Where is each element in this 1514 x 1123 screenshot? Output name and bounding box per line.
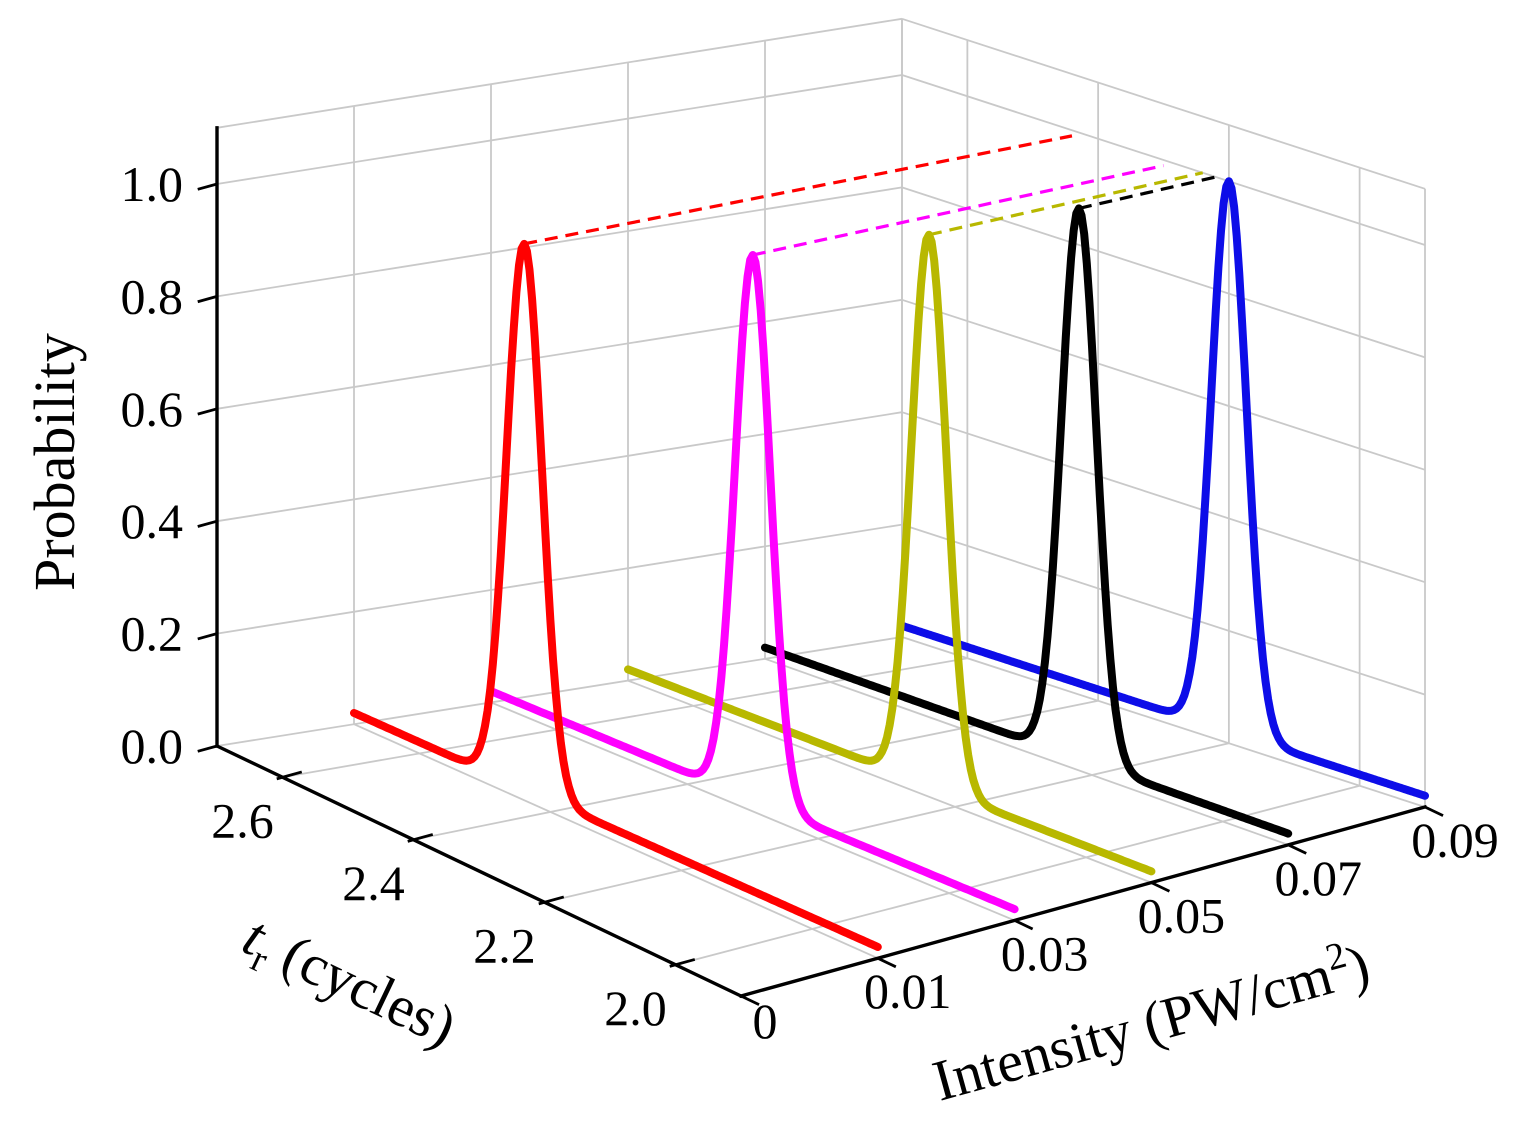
peak-guide-dashes <box>523 134 1217 257</box>
guide-dash-intensity-0.01 <box>523 134 1073 246</box>
grid-right-wall <box>901 40 1426 786</box>
t-tick-label-2.6: 2.6 <box>211 792 274 848</box>
axis-labels: Probability tr (cycles) Intensity (PW/cm2) <box>22 333 1376 1113</box>
z-tick-label-0.2: 0.2 <box>121 606 184 662</box>
tick-labels: 0.0 0.2 0.4 0.6 0.8 1.0 2.6 2.4 2.2 2.0 0 0.01 0.03 0… <box>121 156 1499 1049</box>
curves <box>350 177 1429 951</box>
z-tick-label-0.6: 0.6 <box>121 381 184 437</box>
intensity-tick-label-0: 0 <box>753 993 778 1049</box>
axis-label-probability: Probability <box>22 333 87 591</box>
curve-intensity-0.01 <box>350 239 882 951</box>
z-tick-label-0.0: 0.0 <box>121 718 184 774</box>
guide-dash-intensity-0.03 <box>752 164 1164 257</box>
curve-intensity-0.09 <box>898 177 1429 800</box>
intensity-tick-label-0.07: 0.07 <box>1274 850 1362 906</box>
curve-intensity-0.03 <box>487 251 1019 914</box>
intensity-tick-label-0.09: 0.09 <box>1411 812 1499 868</box>
z-tick-label-0.4: 0.4 <box>121 493 184 549</box>
grid-left-wall <box>216 18 903 725</box>
z-tick-label-0.8: 0.8 <box>121 268 184 324</box>
tick-marks <box>197 182 1444 1006</box>
guide-dash-intensity-0.07 <box>1078 175 1217 210</box>
t-tick-label-2.4: 2.4 <box>342 855 405 911</box>
intensity-tick-label-0.05: 0.05 <box>1138 888 1226 944</box>
intensity-tick-label-0.01: 0.01 <box>864 963 952 1019</box>
z-tick-label-1.0: 1.0 <box>121 156 184 212</box>
t-tick-label-2.2: 2.2 <box>473 917 536 973</box>
intensity-tick-label-0.03: 0.03 <box>1001 925 1089 981</box>
axis-label-intensity: Intensity (PW/cm2) <box>925 929 1376 1114</box>
axes <box>214 126 1428 999</box>
guide-dash-intensity-0.05 <box>928 171 1204 237</box>
t-tick-label-2.0: 2.0 <box>604 980 667 1036</box>
axis-label-tr-cycles: tr (cycles) <box>230 903 466 1067</box>
curve-intensity-0.07 <box>761 204 1293 838</box>
